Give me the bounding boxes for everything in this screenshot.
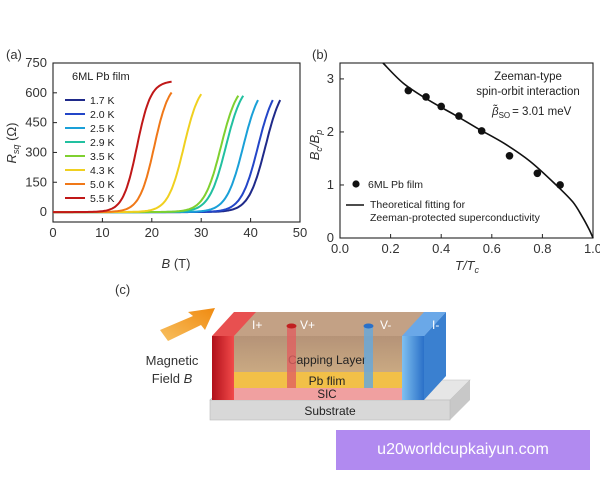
panel-a-ytick-label: 450 [25,115,47,130]
electrode-label-v-plus: V+ [300,318,315,332]
legend-label: 5.0 K [90,179,115,191]
data-point [556,181,564,189]
panel-a-resistance-chart: (a) 0 10 20 30 40 50 0 150 300 450 600 750 6ML Pb f… [4,47,307,271]
electrode-i-minus-side [424,312,446,400]
data-point [533,169,542,178]
legend-label: 2.0 K [90,109,115,121]
panel-b-plot-frame [339,62,594,239]
panel-b-xtick-label: 0.6 [483,241,501,256]
curve-1-7-K [53,99,282,214]
data-point [404,86,413,95]
panel-a-ytick-label: 150 [25,174,47,189]
panel-a-xtick-label: 0 [49,225,56,240]
beta-so-value: β̃SO = 3.01 meV [491,105,572,120]
legend-label: 1.7 K [90,95,115,107]
panel-a-title: 6ML Pb film [72,71,130,83]
electrode-i-minus-top [402,312,446,336]
layer-capping-label: Capping Layer [288,353,366,367]
panel-a-ytick-label: 750 [25,55,47,70]
panel-b-ytick-label: 3 [327,71,334,86]
panel-a-plot-frame [52,62,301,223]
panel-b-critical-field-chart: (b) 0.0 0.2 0.4 0.6 0.8 1.0 0 1 2 3 Zeeman-type s… [307,47,600,275]
panel-b-label: (b) [312,47,328,62]
sic-layer [232,388,422,400]
data-point [477,127,486,135]
electrode-v-plus-cap [286,323,297,329]
panel-c-label: (c) [115,282,130,297]
electrode-i-plus-top [212,312,256,336]
data-point [455,112,463,120]
panel-a-xtick-label: 10 [95,225,109,240]
panel-b-xtick-label: 0.0 [331,241,349,256]
legend-point-marker [352,180,360,188]
annotation-line-1: Zeeman-type [494,71,562,83]
layer-sic-label: SIC [317,389,336,401]
panel-b-ytick-label: 0 [327,230,334,245]
legend-label: 5.5 K [90,193,115,205]
electrode-v-minus-probe [364,326,373,388]
panel-a-ylabel: Rsq (Ω) [4,123,21,164]
legend-label: 2.5 K [90,123,115,135]
panel-b-xtick-label: 0.2 [382,241,400,256]
panel-b-xlabel: T/Tc [455,258,480,275]
capping-layer-front [232,336,422,372]
data-point [505,152,514,160]
panel-a-ytick-label: 300 [25,144,47,159]
svg-text:Rsq (Ω): Rsq (Ω) [4,123,21,164]
panel-a-xlabel: B (T) [162,256,191,271]
electrode-v-minus-cap [363,323,374,329]
data-point [437,102,446,111]
magnetic-field-label-1: Magnetic [146,353,199,368]
legend-label: 4.3 K [90,165,115,177]
panel-a-xtick-label: 20 [145,225,159,240]
panel-a-xtick-label: 30 [194,225,208,240]
annotation-line-2: spin-orbit interaction [476,86,580,98]
magnetic-field-arrow [160,308,215,341]
curve-4-3-K [53,93,203,214]
legend-points-label: 6ML Pb film [368,179,423,191]
panel-c-device-schematic: (c) Magnetic Field B Substrate SIC Pb fl… [115,282,471,421]
legend-label: 3.5 K [90,151,115,163]
magnetic-field-label-2: Field B [152,371,193,386]
capping-layer-top [232,312,444,336]
legend-fit-label-1: Theoretical fitting for [370,199,466,211]
panel-a-xtick-label: 50 [293,225,307,240]
panel-b-ylabel: Bc/Bp [307,130,324,160]
panel-b-xtick-label: 1.0 [584,241,600,256]
panel-b-xtick-label: 0.4 [432,241,450,256]
data-point [422,93,430,101]
panel-a-label: (a) [6,47,22,62]
electrode-i-minus [402,336,424,400]
electrode-label-i-minus: I- [432,318,439,332]
panel-a-xtick-label: 40 [243,225,257,240]
panel-a-ytick-label: 0 [40,204,47,219]
electrode-v-plus-probe [287,326,296,388]
substrate-side [450,380,470,420]
watermark-banner: u20worldcupkaiyun.com [336,430,590,470]
legend-label: 2.9 K [90,137,115,149]
layer-pb-label: Pb flim [309,374,346,388]
legend-fit-label-2: Zeeman-protected superconductivity [370,212,541,224]
panel-b-ytick-label: 2 [327,124,334,139]
pb-film-layer [232,372,422,388]
panel-a-ytick-label: 600 [25,85,47,100]
electrode-i-plus [212,336,234,400]
svg-text:Bc/Bp: Bc/Bp [307,130,324,160]
layer-substrate-label: Substrate [304,404,356,418]
electrode-label-v-minus: V- [380,318,391,332]
electrode-label-i-plus: I+ [252,318,262,332]
panel-b-ytick-label: 1 [327,177,334,192]
panel-b-xtick-label: 0.8 [533,241,551,256]
curve-5-5-K [53,80,172,214]
